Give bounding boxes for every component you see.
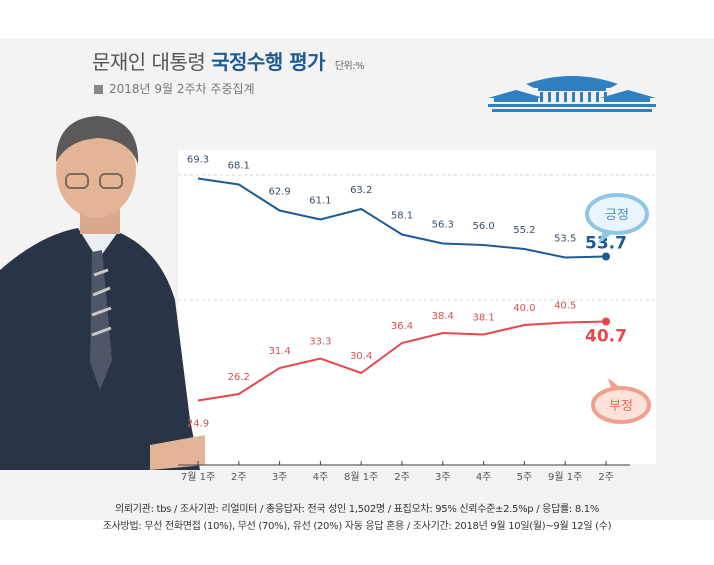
x-tick-label: 3주 — [272, 472, 288, 483]
series-line-1 — [197, 320, 607, 402]
data-label: 26.2 — [228, 372, 250, 383]
x-tick-label: 3주 — [435, 472, 451, 483]
data-label: 38.1 — [472, 313, 494, 324]
blue-house-icon — [488, 76, 656, 112]
data-label: 53.5 — [554, 234, 576, 245]
data-label: 55.2 — [513, 225, 535, 236]
data-point — [602, 252, 610, 261]
subtitle-text: 2018년 9월 2주차 주중집계 — [109, 82, 255, 96]
x-tick-label: 2주 — [394, 472, 410, 483]
data-label: 56.0 — [472, 221, 494, 232]
x-tick-label: 5주 — [517, 472, 533, 483]
data-label: 38.4 — [432, 311, 454, 322]
x-tick-label: 7월 1주 — [181, 471, 215, 483]
bullet-square-icon — [94, 85, 103, 94]
bubble-tail — [598, 229, 614, 244]
page-title: 문재인 대통령 국정수행 평가 단위:% — [92, 46, 365, 75]
title-strong: 국정수행 평가 — [211, 50, 325, 74]
data-label: 69.3 — [187, 155, 209, 166]
legend-label-positive: 긍정 — [605, 208, 629, 223]
subtitle: 2018년 9월 2주차 주중집계 — [94, 80, 255, 97]
president-photo — [0, 116, 205, 470]
data-label: 56.3 — [432, 220, 454, 231]
data-point — [602, 317, 610, 326]
data-label: 24.9 — [187, 419, 209, 430]
data-label: 36.4 — [391, 321, 413, 332]
x-tick-label: 4주 — [476, 472, 492, 483]
data-label: 33.3 — [309, 337, 331, 348]
data-label: 63.2 — [350, 185, 372, 196]
footer-line-1: 의뢰기관: tbs / 조사기관: 리얼미터 / 총응답자: 전국 성인 1,5… — [114, 504, 600, 515]
bubble-tail — [608, 378, 622, 391]
data-label: 62.9 — [268, 187, 290, 198]
data-label: 40.5 — [554, 301, 576, 312]
data-label: 61.1 — [309, 196, 331, 207]
data-label: 30.4 — [350, 351, 372, 362]
data-label: 31.4 — [268, 346, 290, 357]
legend-bubble-positive — [585, 193, 649, 235]
plot-area — [178, 150, 656, 464]
footer-line-2: 조사방법: 무선 전화면접 (10%), 무선 (70%), 유선 (20%) … — [102, 521, 612, 532]
x-tick-label: 9월 1주 — [548, 471, 582, 483]
series-line-0 — [197, 177, 607, 259]
x-tick-label: 2주 — [598, 472, 614, 483]
x-tick-label: 2주 — [231, 472, 247, 483]
legend-label-negative: 부정 — [609, 399, 633, 414]
unit-label: 단위:% — [334, 61, 365, 72]
data-label: 53.7 — [585, 234, 627, 254]
data-label: 40.7 — [585, 327, 627, 347]
data-label: 40.0 — [513, 303, 535, 314]
x-tick-label: 4주 — [313, 472, 329, 483]
legend-bubble-negative — [591, 386, 651, 424]
data-label: 58.1 — [391, 211, 413, 222]
data-label: 68.1 — [228, 161, 250, 172]
title-prefix: 문재인 대통령 — [92, 50, 206, 74]
x-tick-label: 8월 1주 — [344, 471, 378, 483]
